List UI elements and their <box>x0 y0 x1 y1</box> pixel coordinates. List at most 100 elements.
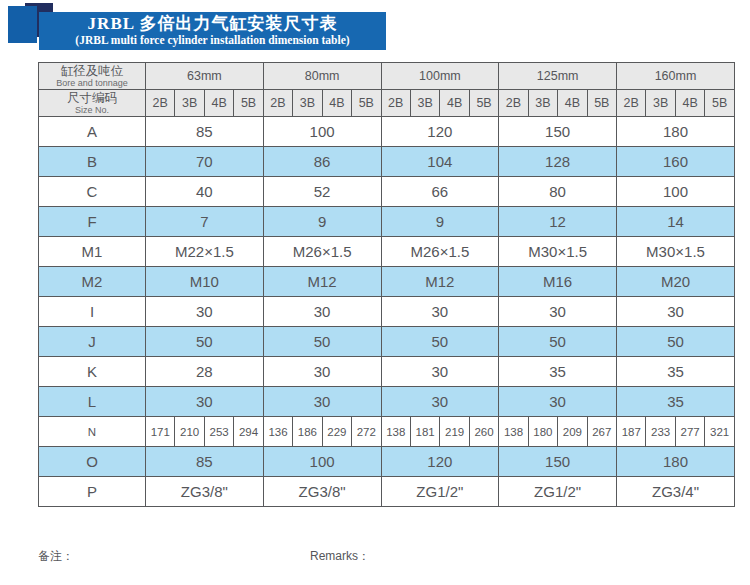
header-sizeno-80mm-2B: 2B <box>263 90 292 117</box>
row-label-N: N <box>39 417 146 447</box>
header-sizeno-125mm-5B: 5B <box>587 90 616 117</box>
cell-N-10: 219 <box>440 417 469 447</box>
cell-F-3: 12 <box>499 207 617 237</box>
row-label-P: P <box>39 477 146 507</box>
cell-M2-0: M10 <box>146 267 264 297</box>
cell-B-4: 160 <box>617 147 735 177</box>
header-sizeno-63mm-4B: 4B <box>204 90 233 117</box>
cell-B-1: 86 <box>263 147 381 177</box>
cell-N-9: 181 <box>410 417 439 447</box>
cell-A-0: 85 <box>146 117 264 147</box>
cell-M2-3: M16 <box>499 267 617 297</box>
row-label-J: J <box>39 327 146 357</box>
table-body: A85100120150180B7086104128160C4052668010… <box>39 117 735 507</box>
cell-F-2: 9 <box>381 207 499 237</box>
cell-N-4: 136 <box>263 417 292 447</box>
page-title-cn: JRBL 多倍出力气缸安装尺寸表 <box>39 12 386 34</box>
cell-B-0: 70 <box>146 147 264 177</box>
header-sizeno-160mm-5B: 5B <box>705 90 735 117</box>
table-row-K: K2830303535 <box>39 357 735 387</box>
header-bore-63mm: 63mm <box>146 63 264 90</box>
header-sizeno-125mm-4B: 4B <box>558 90 587 117</box>
header-bore-100mm: 100mm <box>381 63 499 90</box>
table-row-B: B7086104128160 <box>39 147 735 177</box>
remarks-en-title: Remarks： <box>310 549 740 564</box>
cell-O-3: 150 <box>499 447 617 477</box>
title-banner: JRBL 多倍出力气缸安装尺寸表 (JRBL multi force cylin… <box>0 0 750 62</box>
header-size-no-en: Size No. <box>39 105 145 115</box>
cell-N-14: 209 <box>558 417 587 447</box>
cell-F-1: 9 <box>263 207 381 237</box>
cell-P-2: ZG1/2" <box>381 477 499 507</box>
cell-J-2: 50 <box>381 327 499 357</box>
table-row-M2: M2M10M12M12M16M20 <box>39 267 735 297</box>
remarks-section: 备注： 1、我司尺寸单位均为mm。 3、我公司产品标准出力均为6kg/cm²工作… <box>38 519 750 585</box>
table-row-L: L3030303035 <box>39 387 735 417</box>
header-sizeno-160mm-2B: 2B <box>617 90 646 117</box>
cell-M2-2: M12 <box>381 267 499 297</box>
row-label-F: F <box>39 207 146 237</box>
remarks-cn-title: 备注： <box>38 549 306 564</box>
cell-M1-0: M22×1.5 <box>146 237 264 267</box>
row-label-M1: M1 <box>39 237 146 267</box>
header-sizeno-100mm-4B: 4B <box>440 90 469 117</box>
header-bore-80mm: 80mm <box>263 63 381 90</box>
cell-O-2: 120 <box>381 447 499 477</box>
cell-N-17: 233 <box>646 417 675 447</box>
row-label-A: A <box>39 117 146 147</box>
header-sizeno-125mm-3B: 3B <box>528 90 557 117</box>
cell-I-4: 30 <box>617 297 735 327</box>
cell-N-6: 229 <box>322 417 351 447</box>
row-label-B: B <box>39 147 146 177</box>
cell-C-4: 100 <box>617 177 735 207</box>
cell-O-1: 100 <box>263 447 381 477</box>
dimension-table: 缸径及吨位 Bore and tonnage 63mm80mm100mm125m… <box>38 62 735 507</box>
cell-K-3: 35 <box>499 357 617 387</box>
cell-K-0: 28 <box>146 357 264 387</box>
cell-M2-1: M12 <box>263 267 381 297</box>
cell-N-12: 138 <box>499 417 528 447</box>
header-sizeno-63mm-5B: 5B <box>234 90 263 117</box>
cell-N-2: 253 <box>204 417 233 447</box>
cell-I-1: 30 <box>263 297 381 327</box>
cell-O-4: 180 <box>617 447 735 477</box>
cell-L-1: 30 <box>263 387 381 417</box>
header-sizeno-100mm-5B: 5B <box>469 90 498 117</box>
cell-M1-3: M30×1.5 <box>499 237 617 267</box>
cell-C-3: 80 <box>499 177 617 207</box>
header-size-no-cn: 尺寸编码 <box>39 92 145 105</box>
cell-I-3: 30 <box>499 297 617 327</box>
cell-O-0: 85 <box>146 447 264 477</box>
cell-A-1: 100 <box>263 117 381 147</box>
table-row-A: A85100120150180 <box>39 117 735 147</box>
cell-I-2: 30 <box>381 297 499 327</box>
cell-P-0: ZG3/8" <box>146 477 264 507</box>
cell-L-2: 30 <box>381 387 499 417</box>
page-title-en: (JRBL multi force cylinder installation … <box>39 34 386 47</box>
cell-C-1: 52 <box>263 177 381 207</box>
cell-N-3: 294 <box>234 417 263 447</box>
cell-P-3: ZG1/2" <box>499 477 617 507</box>
header-sizeno-160mm-3B: 3B <box>646 90 675 117</box>
table-row-F: F7991214 <box>39 207 735 237</box>
cell-N-0: 171 <box>146 417 175 447</box>
cell-N-13: 180 <box>528 417 557 447</box>
header-bore-125mm: 125mm <box>499 63 617 90</box>
header-bore-160mm: 160mm <box>617 63 735 90</box>
cell-J-4: 50 <box>617 327 735 357</box>
table-row-O: O85100120150180 <box>39 447 735 477</box>
cell-A-2: 120 <box>381 117 499 147</box>
remarks-chinese: 备注： 1、我司尺寸单位均为mm。 3、我公司产品标准出力均为6kg/cm²工作… <box>38 519 306 585</box>
row-label-I: I <box>39 297 146 327</box>
cell-N-19: 321 <box>705 417 735 447</box>
cell-N-1: 210 <box>175 417 204 447</box>
header-bore-tonnage: 缸径及吨位 Bore and tonnage <box>39 63 146 90</box>
row-label-K: K <box>39 357 146 387</box>
header-sizeno-160mm-4B: 4B <box>675 90 704 117</box>
row-label-M2: M2 <box>39 267 146 297</box>
cell-N-15: 267 <box>587 417 616 447</box>
header-sizeno-100mm-2B: 2B <box>381 90 410 117</box>
cell-B-3: 128 <box>499 147 617 177</box>
cell-N-5: 186 <box>293 417 322 447</box>
cell-J-0: 50 <box>146 327 264 357</box>
